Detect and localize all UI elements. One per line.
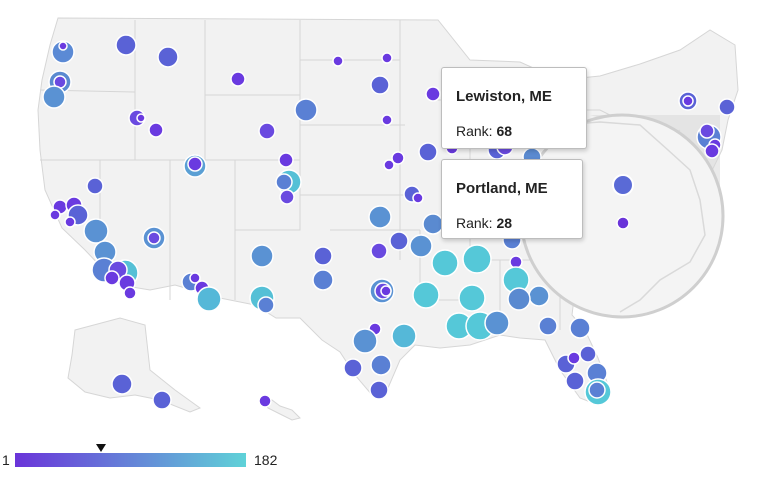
city-marker[interactable]: [123, 286, 137, 300]
city-marker[interactable]: [230, 71, 246, 87]
legend-gradient-bar: [15, 453, 246, 467]
city-marker[interactable]: [567, 351, 581, 365]
city-marker[interactable]: [381, 52, 393, 64]
hawaii-land: [260, 397, 301, 421]
city-marker[interactable]: [332, 55, 344, 67]
city-marker[interactable]: [369, 380, 389, 400]
city-marker[interactable]: [381, 114, 393, 126]
city-marker[interactable]: [189, 272, 201, 284]
city-marker[interactable]: [196, 286, 222, 312]
city-marker[interactable]: [83, 218, 109, 244]
city-marker[interactable]: [370, 242, 388, 260]
city-marker[interactable]: [484, 310, 510, 336]
tooltip-rank: Rank: 68: [456, 123, 512, 139]
city-marker[interactable]: [458, 284, 486, 312]
city-marker[interactable]: [115, 34, 137, 56]
city-marker[interactable]: [409, 234, 433, 258]
city-marker[interactable]: [352, 328, 378, 354]
tooltip-title: Portland, ME: [456, 180, 548, 197]
city-marker[interactable]: [258, 122, 276, 140]
city-marker[interactable]: [64, 216, 76, 228]
city-markers: [42, 34, 736, 410]
city-marker[interactable]: [565, 371, 585, 391]
city-marker[interactable]: [86, 177, 104, 195]
city-marker[interactable]: [507, 287, 531, 311]
city-marker[interactable]: [51, 40, 75, 64]
city-marker[interactable]: [42, 85, 66, 109]
city-marker[interactable]: [147, 231, 161, 245]
city-marker[interactable]: [425, 86, 441, 102]
city-marker[interactable]: [418, 142, 438, 162]
tooltip-rank-value: 68: [496, 123, 513, 139]
city-marker[interactable]: [509, 255, 523, 269]
city-marker[interactable]: [431, 249, 459, 277]
city-marker[interactable]: [370, 354, 392, 376]
city-marker[interactable]: [380, 285, 392, 297]
tooltip-rank-label: Rank:: [456, 215, 493, 231]
magnified-marker-lewiston[interactable]: [612, 174, 634, 196]
city-marker[interactable]: [569, 317, 591, 339]
tooltip-portland: Portland, ME Rank: 28: [441, 159, 583, 239]
city-marker[interactable]: [148, 122, 164, 138]
city-marker[interactable]: [391, 323, 417, 349]
legend-max-label: 182: [254, 452, 278, 468]
tooltip-rank: Rank: 28: [456, 215, 512, 231]
city-marker[interactable]: [370, 75, 390, 95]
tooltip-lewiston: Lewiston, ME Rank: 68: [441, 67, 587, 149]
city-marker[interactable]: [279, 189, 295, 205]
alaska-land: [67, 317, 202, 413]
legend-min-label: 1: [2, 452, 10, 468]
city-marker[interactable]: [136, 113, 146, 123]
city-marker[interactable]: [579, 345, 597, 363]
city-marker[interactable]: [275, 173, 293, 191]
city-marker[interactable]: [250, 244, 274, 268]
city-marker[interactable]: [111, 373, 133, 395]
city-marker[interactable]: [682, 95, 694, 107]
city-marker[interactable]: [538, 316, 558, 336]
city-marker[interactable]: [422, 213, 444, 235]
city-marker[interactable]: [412, 192, 424, 204]
city-marker[interactable]: [258, 394, 272, 408]
tooltip-title: Lewiston, ME: [456, 88, 552, 105]
city-marker[interactable]: [257, 296, 275, 314]
city-marker[interactable]: [389, 231, 409, 251]
city-marker[interactable]: [187, 156, 203, 172]
city-marker[interactable]: [412, 281, 440, 309]
city-marker[interactable]: [383, 159, 395, 171]
tooltip-rank-value: 28: [496, 215, 513, 231]
city-marker[interactable]: [343, 358, 363, 378]
city-marker[interactable]: [157, 46, 179, 68]
magnified-marker-portland[interactable]: [616, 216, 630, 230]
city-marker[interactable]: [294, 98, 318, 122]
city-marker[interactable]: [278, 152, 294, 168]
city-marker[interactable]: [104, 270, 120, 286]
city-marker[interactable]: [391, 151, 405, 165]
city-marker[interactable]: [718, 98, 736, 116]
city-marker[interactable]: [528, 285, 550, 307]
legend-marker-arrow: [95, 444, 106, 452]
city-marker[interactable]: [58, 41, 68, 51]
city-marker[interactable]: [313, 246, 333, 266]
city-marker[interactable]: [462, 244, 492, 274]
city-marker[interactable]: [152, 390, 172, 410]
city-marker[interactable]: [588, 381, 606, 399]
city-marker[interactable]: [49, 209, 61, 221]
city-marker[interactable]: [368, 205, 392, 229]
city-marker[interactable]: [312, 269, 334, 291]
city-marker[interactable]: [704, 143, 720, 159]
magnifier-coastline: [559, 121, 706, 313]
tooltip-rank-label: Rank:: [456, 123, 493, 139]
city-marker[interactable]: [699, 123, 715, 139]
